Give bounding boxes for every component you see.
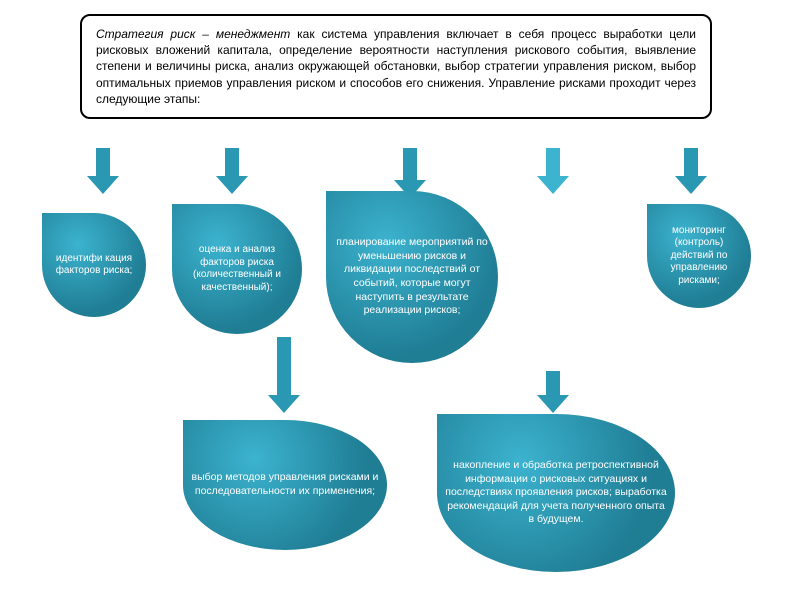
drop-text: мониторинг (контроль) действий по управл… <box>653 225 745 288</box>
drop-planning: планирование мероприятий по уменьшению р… <box>326 191 498 363</box>
drop-methods: выбор методов управления рисками и после… <box>183 420 387 550</box>
drop-assessment: оценка и анализ факторов риска (количест… <box>172 204 302 334</box>
drop-text: накопление и обработка ретроспективной и… <box>443 459 669 527</box>
drop-text: оценка и анализ факторов риска (количест… <box>178 244 296 294</box>
drop-text: выбор методов управления рисками и после… <box>189 471 381 498</box>
drop-monitoring: мониторинг (контроль) действий по управл… <box>647 204 751 308</box>
header-italic: Стратегия риск – менеджмент <box>96 27 297 41</box>
drop-retrospective: накопление и обработка ретроспективной и… <box>437 414 675 572</box>
drop-identification: идентифи кация факторов риска; <box>42 213 146 317</box>
drop-text: идентифи кация факторов риска; <box>48 253 140 278</box>
header-box: Стратегия риск – менеджмент как система … <box>80 14 712 119</box>
drop-text: планирование мероприятий по уменьшению р… <box>332 236 492 318</box>
